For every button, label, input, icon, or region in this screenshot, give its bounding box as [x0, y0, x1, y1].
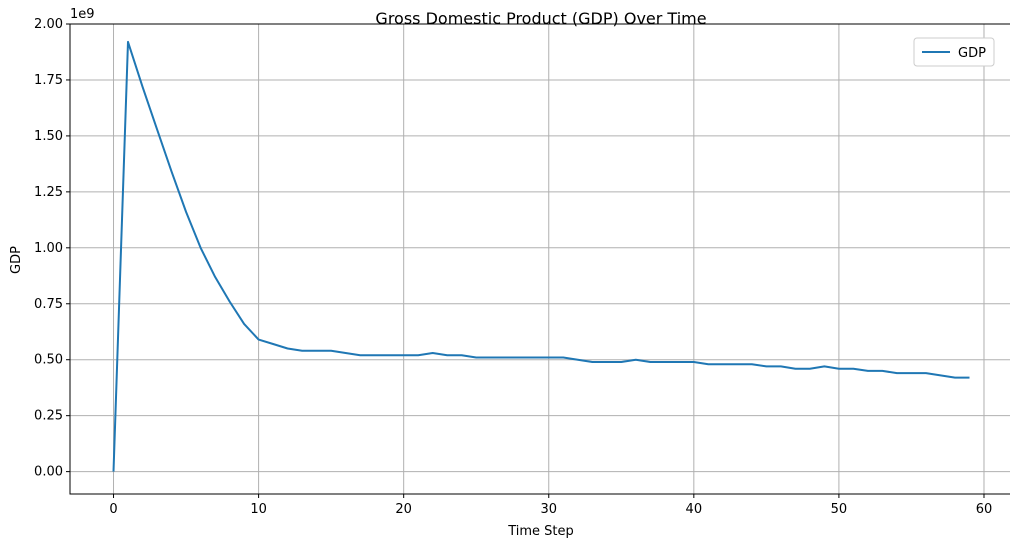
chart-title: Gross Domestic Product (GDP) Over Time [375, 9, 706, 28]
x-tick-label: 0 [109, 502, 117, 517]
x-tick-label: 40 [686, 502, 703, 517]
x-tick-label: 20 [395, 502, 412, 517]
x-axis-ticks: 0 10 20 30 40 50 60 [109, 494, 992, 517]
x-tick-label: 10 [250, 502, 267, 517]
y-tick-label: 0.75 [34, 297, 63, 312]
x-tick-label: 60 [976, 502, 993, 517]
legend-box [913, 37, 995, 67]
grid-lines [70, 23, 1010, 494]
x-axis-label: Time Step [507, 524, 574, 539]
y-tick-label: 0.25 [34, 409, 63, 424]
y-tick-label: 2.00 [34, 17, 63, 32]
series-group [112, 40, 970, 472]
y-axis-label: GDP [9, 246, 24, 274]
series-line-gdp [112, 40, 970, 472]
y-tick-label: 1.50 [34, 129, 63, 144]
y-offset-label: 1e9 [70, 7, 95, 22]
legend-label-gdp: GDP [958, 46, 986, 61]
y-tick-label: 0.00 [34, 465, 63, 480]
x-tick-label: 50 [831, 502, 848, 517]
y-tick-label: 1.25 [34, 185, 63, 200]
y-tick-label: 1.75 [34, 73, 63, 88]
y-axis-ticks: 0.00 0.25 0.50 0.75 1.00 1.25 1.50 1.75 2.00 [34, 17, 70, 480]
plot-frame [69, 23, 1010, 495]
y-tick-label: 0.50 [34, 353, 63, 368]
x-tick-label: 30 [540, 502, 557, 517]
legend: GDP [913, 37, 995, 67]
y-tick-label: 1.00 [34, 241, 63, 256]
